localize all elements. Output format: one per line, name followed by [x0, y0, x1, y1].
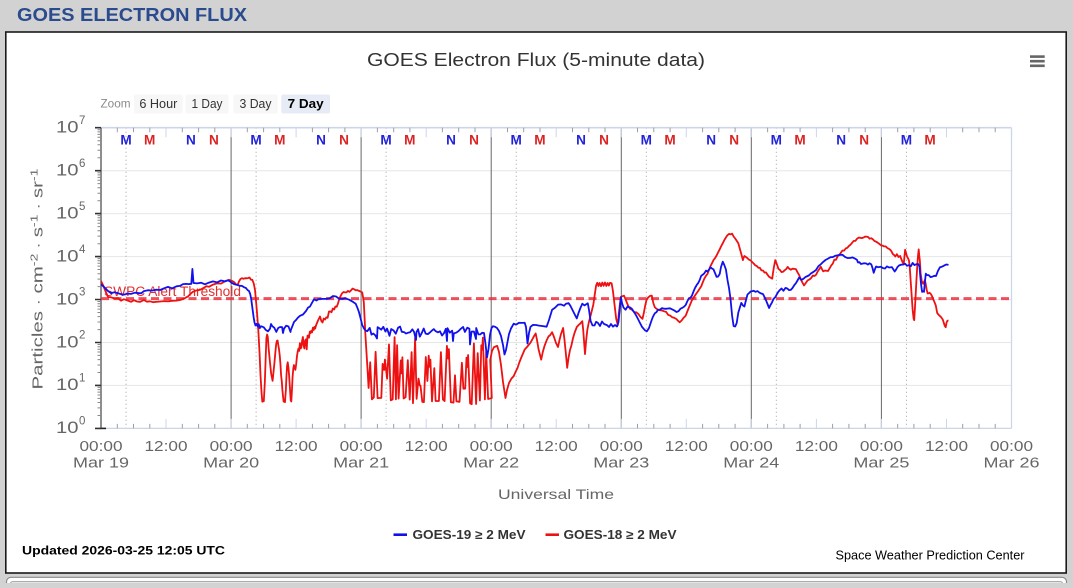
svg-text:M: M — [901, 133, 912, 148]
svg-text:3 Day: 3 Day — [240, 97, 273, 111]
svg-text:10: 10 — [56, 333, 79, 351]
svg-text:M: M — [274, 133, 285, 148]
svg-text:N: N — [209, 133, 219, 148]
svg-text:12:00: 12:00 — [145, 439, 188, 455]
svg-text:M: M — [511, 133, 522, 148]
svg-text:1: 1 — [79, 373, 85, 385]
svg-text:Particles · cm-2 · s-1 · sr-1: Particles · cm-2 · s-1 · sr-1 — [30, 168, 47, 390]
svg-text:N: N — [469, 133, 479, 148]
svg-text:M: M — [380, 133, 391, 148]
svg-text:GOES Electron Flux (5-minute d: GOES Electron Flux (5-minute data) — [367, 49, 705, 70]
svg-text:N: N — [576, 133, 586, 148]
svg-text:M: M — [250, 133, 261, 148]
svg-text:GOES ELECTRON FLUX: GOES ELECTRON FLUX — [17, 4, 248, 25]
svg-text:0: 0 — [79, 416, 85, 428]
svg-text:1 Day: 1 Day — [192, 97, 224, 111]
svg-text:N: N — [339, 133, 349, 148]
svg-text:12:00: 12:00 — [535, 439, 578, 455]
svg-text:N: N — [446, 133, 456, 148]
svg-text:6 Hour: 6 Hour — [139, 97, 177, 111]
svg-text:Mar 20: Mar 20 — [203, 456, 259, 472]
svg-text:10: 10 — [56, 162, 79, 180]
svg-text:10: 10 — [56, 204, 79, 222]
svg-text:Mar 24: Mar 24 — [723, 456, 779, 472]
svg-text:7: 7 — [79, 115, 85, 127]
svg-text:Zoom: Zoom — [101, 97, 131, 111]
svg-text:Mar 22: Mar 22 — [463, 456, 519, 472]
svg-text:N: N — [599, 133, 609, 148]
svg-text:3: 3 — [79, 287, 85, 299]
svg-text:12:00: 12:00 — [275, 439, 318, 455]
svg-text:10: 10 — [56, 290, 79, 308]
svg-text:Space Weather Prediction Cente: Space Weather Prediction Center — [836, 549, 1025, 563]
svg-text:N: N — [859, 133, 869, 148]
svg-text:00:00: 00:00 — [470, 439, 513, 455]
svg-text:10: 10 — [56, 376, 79, 394]
svg-text:12:00: 12:00 — [405, 439, 448, 455]
svg-text:Mar 19: Mar 19 — [73, 456, 129, 472]
svg-text:7 Day: 7 Day — [288, 97, 324, 111]
svg-text:4: 4 — [79, 244, 86, 256]
svg-text:12:00: 12:00 — [665, 439, 708, 455]
svg-text:M: M — [924, 133, 935, 148]
svg-text:10: 10 — [56, 119, 79, 137]
svg-text:00:00: 00:00 — [600, 439, 643, 455]
svg-text:00:00: 00:00 — [990, 439, 1033, 455]
svg-text:N: N — [729, 133, 739, 148]
svg-text:Mar 21: Mar 21 — [333, 456, 389, 472]
svg-text:12:00: 12:00 — [795, 439, 838, 455]
svg-text:N: N — [836, 133, 846, 148]
svg-text:N: N — [186, 133, 196, 148]
svg-text:00:00: 00:00 — [80, 439, 123, 455]
svg-text:10: 10 — [56, 419, 79, 437]
svg-text:M: M — [404, 133, 415, 148]
svg-text:GOES-19 ≥ 2 MeV: GOES-19 ≥ 2 MeV — [413, 528, 527, 542]
svg-text:00:00: 00:00 — [210, 439, 253, 455]
svg-text:GOES-18 ≥ 2 MeV: GOES-18 ≥ 2 MeV — [564, 528, 678, 542]
svg-text:2: 2 — [79, 330, 85, 342]
svg-text:Mar 26: Mar 26 — [984, 456, 1040, 472]
svg-text:00:00: 00:00 — [730, 439, 773, 455]
svg-text:5: 5 — [79, 201, 85, 213]
svg-text:N: N — [316, 133, 326, 148]
svg-text:Updated 2026-03-25 12:05 UTC: Updated 2026-03-25 12:05 UTC — [22, 544, 225, 558]
svg-text:M: M — [144, 133, 155, 148]
svg-text:SWPC Alert Threshold: SWPC Alert Threshold — [104, 284, 241, 299]
svg-text:10: 10 — [56, 247, 79, 265]
svg-text:M: M — [664, 133, 675, 148]
svg-text:00:00: 00:00 — [340, 439, 383, 455]
svg-text:M: M — [120, 133, 131, 148]
svg-text:M: M — [534, 133, 545, 148]
svg-text:M: M — [641, 133, 652, 148]
svg-text:Mar 23: Mar 23 — [593, 456, 649, 472]
svg-text:6: 6 — [79, 158, 85, 170]
svg-text:00:00: 00:00 — [860, 439, 903, 455]
svg-text:M: M — [794, 133, 805, 148]
svg-text:12:00: 12:00 — [925, 439, 968, 455]
svg-text:N: N — [706, 133, 716, 148]
svg-text:M: M — [771, 133, 782, 148]
svg-text:Universal Time: Universal Time — [498, 487, 614, 502]
svg-text:Mar 25: Mar 25 — [853, 456, 909, 472]
